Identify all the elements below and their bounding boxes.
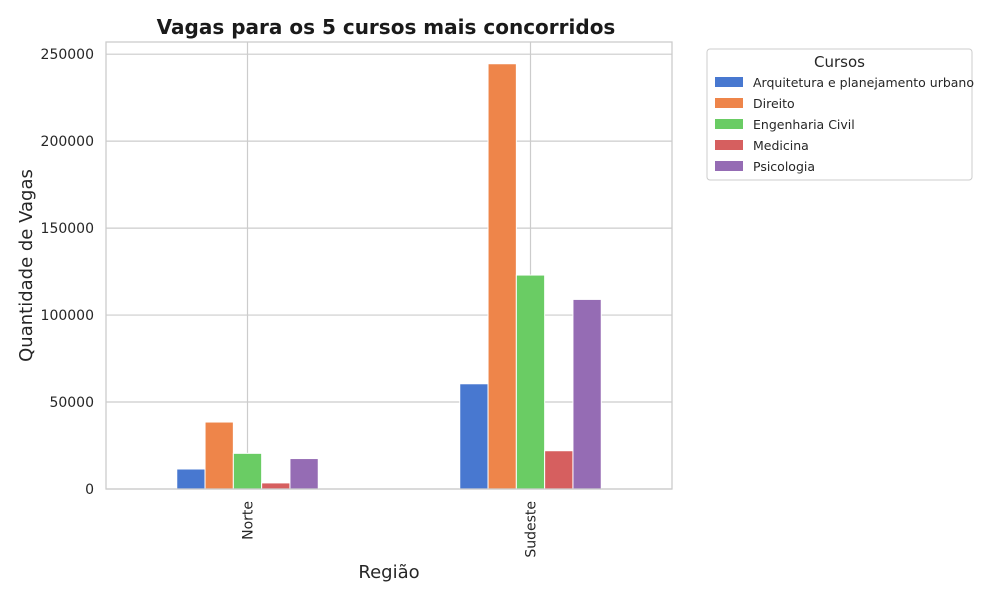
legend-frame — [706, 48, 973, 181]
plot-frame — [105, 41, 673, 490]
bar — [572, 298, 602, 490]
legend-items: Arquitetura e planejamento urbano Direito… — [715, 75, 974, 174]
legend-swatch — [715, 140, 743, 150]
y-tick-label: 100000 — [41, 308, 94, 324]
chart-title: Vagas para os 5 cursos mais concorridos — [157, 15, 616, 39]
legend-label: Engenharia Civil — [753, 117, 855, 132]
legend-swatch — [715, 77, 743, 87]
bar — [459, 383, 489, 490]
x-tick-label: Norte — [241, 501, 257, 540]
x-axis-ticks: Norte Sudeste — [241, 501, 540, 558]
bar — [487, 63, 517, 490]
y-tick-label: 250000 — [41, 47, 94, 63]
y-axis-label: Quantidade de Vagas — [16, 169, 37, 362]
legend-title: Cursos — [814, 53, 865, 71]
bar — [176, 468, 206, 490]
legend-label: Medicina — [753, 138, 809, 153]
legend-swatch — [715, 119, 743, 129]
bar — [544, 450, 574, 490]
y-tick-label: 50000 — [49, 395, 94, 411]
x-axis-label: Região — [358, 562, 419, 583]
y-tick-label: 150000 — [41, 221, 94, 237]
bar — [232, 452, 263, 490]
bar — [515, 274, 546, 490]
legend-swatch — [715, 161, 743, 171]
legend-label: Arquitetura e planejamento urbano — [753, 75, 974, 90]
legend-label: Psicologia — [753, 159, 815, 174]
bar — [289, 458, 319, 490]
y-tick-label: 200000 — [41, 134, 94, 150]
y-axis-ticks: 0 50000 100000 150000 200000 250000 — [41, 47, 94, 498]
bars-group — [176, 63, 602, 490]
legend-label: Direito — [753, 96, 795, 111]
y-tick-label: 0 — [85, 482, 94, 498]
bar — [261, 482, 291, 490]
legend-swatch — [715, 98, 743, 108]
x-tick-label: Sudeste — [524, 501, 540, 558]
bar — [204, 421, 234, 490]
legend: Cursos Arquitetura e planejamento urbano… — [706, 48, 974, 181]
